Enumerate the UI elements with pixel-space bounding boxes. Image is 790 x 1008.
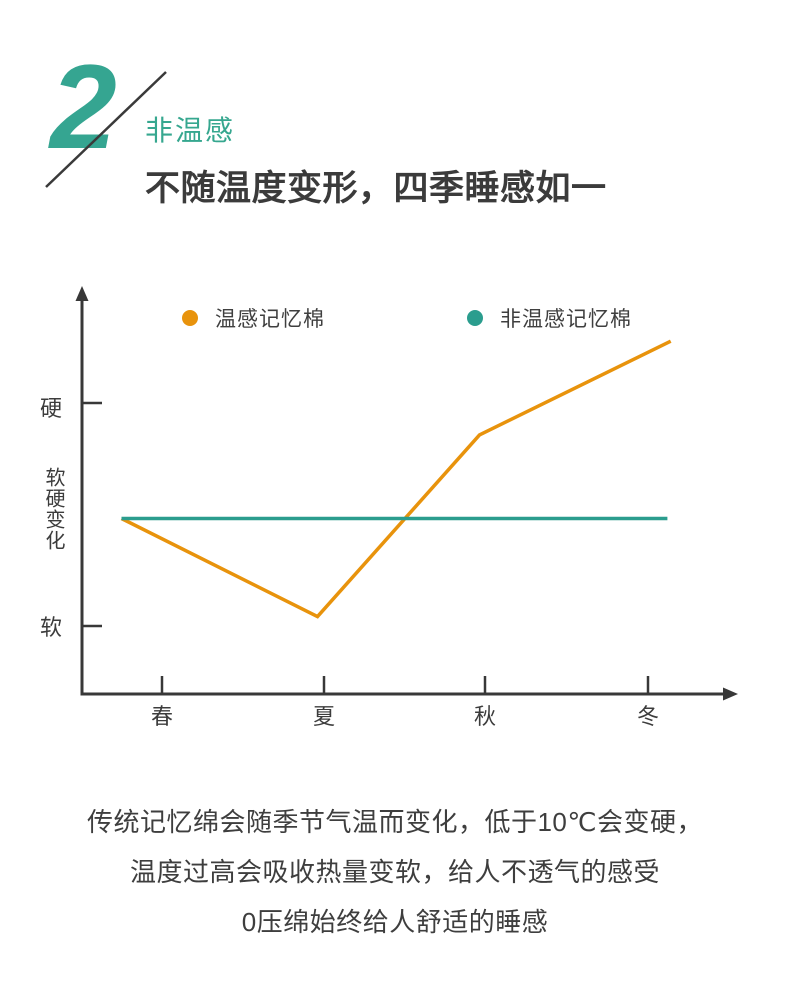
x-label-autumn: 秋 [474,704,496,729]
section-number: 2 [50,40,117,174]
section-label: 非温感 [145,115,236,146]
legend-label: 温感记忆棉 [215,308,325,331]
x-label-spring: 春 [151,704,173,729]
header-slash-decoration [45,71,167,188]
y-tick-label-hard: 硬 [39,396,62,421]
y-axis-arrow-icon [75,286,89,301]
x-axis-labels: 春 夏 秋 冬 [151,704,659,729]
legend-dot-icon [467,310,483,326]
chart-axes [80,296,726,696]
series-group [120,339,672,619]
axis-ticks [83,401,650,693]
x-label-summer: 夏 [313,704,335,729]
description-line: 传统记忆绵会随季节气温而变化，低于10℃会变硬， [86,807,704,837]
y-tick-label-soft: 软 [39,615,62,640]
y-axis-title: 软硬变化 [42,467,64,551]
legend-item-non-temp-sensitive-foam: 非温感记忆棉 [467,303,632,333]
page-title: 不随温度变形，四季睡感如一 [145,169,607,208]
description-paragraph: 传统记忆绵会随季节气温而变化，低于10℃会变硬， 温度过高会吸收热量变软，给人不… [0,797,790,947]
series-line-0 [120,339,672,619]
description-line: 温度过高会吸收热量变软，给人不透气的感受 [129,857,660,887]
x-axis-arrow-icon [723,687,738,701]
legend-label: 非温感记忆棉 [500,308,632,331]
description-line: 0压绵始终给人舒适的睡感 [241,907,549,937]
x-label-winter: 冬 [637,704,659,729]
legend-dot-icon [182,310,198,326]
legend-item-temp-sensitive-foam: 温感记忆棉 [182,303,325,333]
